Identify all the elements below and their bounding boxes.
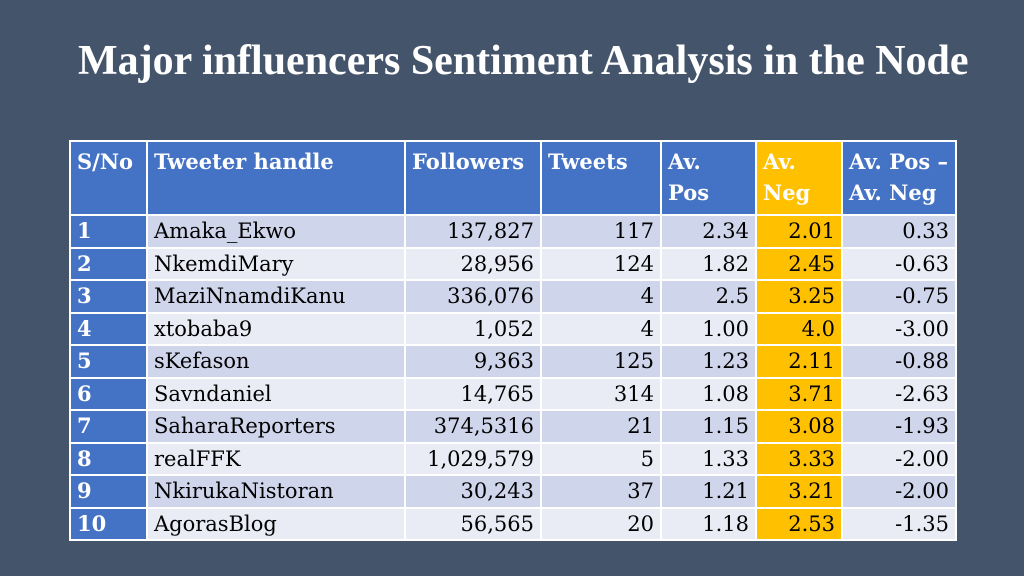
cell-av-pos: 1.18 (660, 506, 757, 541)
cell-followers: 56,565 (404, 506, 542, 541)
cell-sno: 6 (69, 376, 148, 411)
cell-av-neg: 2.11 (755, 344, 843, 379)
table-row: 7 SaharaReporters 374,5316 21 1.15 3.08 -1.93 (69, 409, 957, 444)
cell-sno: 2 (69, 246, 148, 281)
table-row: 4 xtobaba9 1,052 4 1.00 4.0 -3.00 (69, 311, 957, 346)
cell-tweets: 124 (540, 246, 662, 281)
header-sno: S/No (69, 140, 148, 216)
cell-followers: 137,827 (404, 214, 542, 249)
header-tweets: Tweets (540, 140, 662, 216)
cell-av-pos-minus-av-neg: -3.00 (841, 311, 957, 346)
cell-av-pos-minus-av-neg: -2.63 (841, 376, 957, 411)
cell-av-pos: 2.34 (660, 214, 757, 249)
cell-av-pos-minus-av-neg: -0.75 (841, 279, 957, 314)
cell-av-neg: 2.45 (755, 246, 843, 281)
cell-followers: 9,363 (404, 344, 542, 379)
cell-tweeter-handle: NkirukaNistoran (146, 474, 406, 509)
table-row: 5 sKefason 9,363 125 1.23 2.11 -0.88 (69, 344, 957, 379)
cell-av-pos-minus-av-neg: -2.00 (841, 474, 957, 509)
cell-tweeter-handle: SaharaReporters (146, 409, 406, 444)
header-followers: Followers (404, 140, 542, 216)
cell-tweets: 4 (540, 279, 662, 314)
cell-tweeter-handle: sKefason (146, 344, 406, 379)
cell-av-neg: 3.33 (755, 441, 843, 476)
cell-sno: 8 (69, 441, 148, 476)
cell-av-pos-minus-av-neg: -1.93 (841, 409, 957, 444)
cell-tweeter-handle: Savndaniel (146, 376, 406, 411)
cell-av-neg: 4.0 (755, 311, 843, 346)
cell-tweets: 117 (540, 214, 662, 249)
slide-title: Major influencers Sentiment Analysis in … (78, 38, 969, 84)
cell-tweets: 20 (540, 506, 662, 541)
header-av-pos-minus-av-neg: Av. Pos – Av. Neg (841, 140, 957, 216)
cell-tweeter-handle: NkemdiMary (146, 246, 406, 281)
cell-followers: 28,956 (404, 246, 542, 281)
table-row: 6 Savndaniel 14,765 314 1.08 3.71 -2.63 (69, 376, 957, 411)
cell-av-neg: 2.01 (755, 214, 843, 249)
cell-followers: 1,052 (404, 311, 542, 346)
cell-followers: 30,243 (404, 474, 542, 509)
cell-tweets: 4 (540, 311, 662, 346)
cell-tweeter-handle: realFFK (146, 441, 406, 476)
cell-tweets: 37 (540, 474, 662, 509)
cell-av-pos-minus-av-neg: -1.35 (841, 506, 957, 541)
header-av-neg: Av. Neg (755, 140, 843, 216)
cell-av-neg: 3.21 (755, 474, 843, 509)
cell-av-neg: 2.53 (755, 506, 843, 541)
table-row: 8 realFFK 1,029,579 5 1.33 3.33 -2.00 (69, 441, 957, 476)
table-row: 10 AgorasBlog 56,565 20 1.18 2.53 -1.35 (69, 506, 957, 541)
cell-av-neg: 3.25 (755, 279, 843, 314)
cell-av-pos: 1.33 (660, 441, 757, 476)
cell-sno: 1 (69, 214, 148, 249)
cell-sno: 5 (69, 344, 148, 379)
cell-sno: 7 (69, 409, 148, 444)
cell-followers: 14,765 (404, 376, 542, 411)
cell-av-pos: 1.23 (660, 344, 757, 379)
cell-av-neg: 3.71 (755, 376, 843, 411)
cell-av-pos: 2.5 (660, 279, 757, 314)
cell-av-pos: 1.82 (660, 246, 757, 281)
cell-tweets: 314 (540, 376, 662, 411)
cell-tweets: 5 (540, 441, 662, 476)
cell-tweets: 21 (540, 409, 662, 444)
sentiment-table: S/No Tweeter handle Followers Tweets Av.… (69, 140, 957, 541)
cell-av-pos-minus-av-neg: -2.00 (841, 441, 957, 476)
cell-tweeter-handle: MaziNnamdiKanu (146, 279, 406, 314)
cell-av-pos: 1.00 (660, 311, 757, 346)
table-row: 2 NkemdiMary 28,956 124 1.82 2.45 -0.63 (69, 246, 957, 281)
cell-av-pos-minus-av-neg: 0.33 (841, 214, 957, 249)
cell-followers: 1,029,579 (404, 441, 542, 476)
cell-sno: 10 (69, 506, 148, 541)
header-tweeter-handle: Tweeter handle (146, 140, 406, 216)
cell-sno: 3 (69, 279, 148, 314)
cell-av-pos: 1.08 (660, 376, 757, 411)
cell-tweets: 125 (540, 344, 662, 379)
cell-sno: 4 (69, 311, 148, 346)
table-header-row: S/No Tweeter handle Followers Tweets Av.… (69, 140, 957, 216)
cell-tweeter-handle: AgorasBlog (146, 506, 406, 541)
sentiment-table-container: S/No Tweeter handle Followers Tweets Av.… (69, 140, 957, 541)
cell-av-pos: 1.21 (660, 474, 757, 509)
cell-av-pos-minus-av-neg: -0.63 (841, 246, 957, 281)
table-row: 9 NkirukaNistoran 30,243 37 1.21 3.21 -2.00 (69, 474, 957, 509)
header-av-pos: Av. Pos (660, 140, 757, 216)
cell-av-neg: 3.08 (755, 409, 843, 444)
cell-tweeter-handle: Amaka_Ekwo (146, 214, 406, 249)
table-row: 3 MaziNnamdiKanu 336,076 4 2.5 3.25 -0.75 (69, 279, 957, 314)
cell-followers: 336,076 (404, 279, 542, 314)
table-row: 1 Amaka_Ekwo 137,827 117 2.34 2.01 0.33 (69, 214, 957, 249)
cell-followers: 374,5316 (404, 409, 542, 444)
cell-tweeter-handle: xtobaba9 (146, 311, 406, 346)
cell-sno: 9 (69, 474, 148, 509)
cell-av-pos-minus-av-neg: -0.88 (841, 344, 957, 379)
cell-av-pos: 1.15 (660, 409, 757, 444)
